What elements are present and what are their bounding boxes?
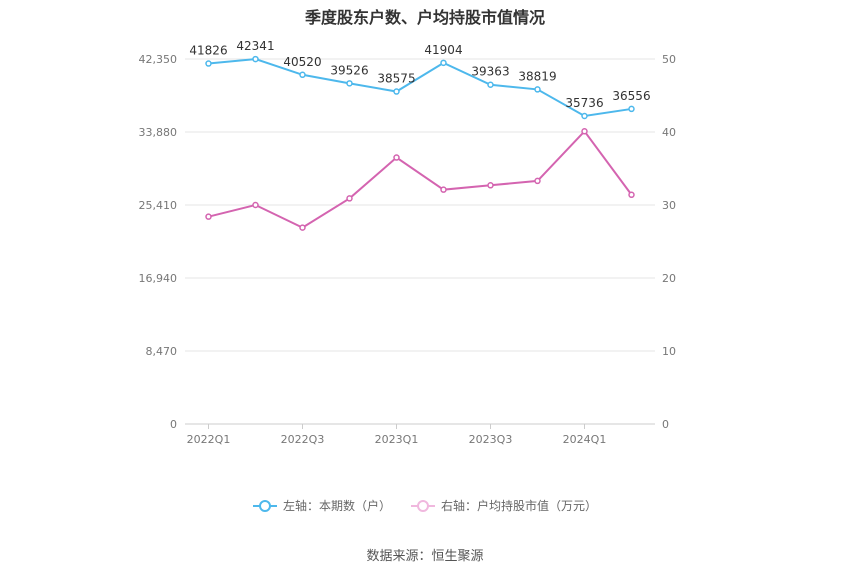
data-label: 39526: [330, 63, 368, 77]
legend-marker-icon: [252, 499, 277, 513]
x-tick-label: 2024Q1: [563, 433, 607, 446]
data-point-left: [346, 80, 353, 87]
y-right-tick-label: 40: [662, 126, 676, 139]
x-tick-label: 2022Q3: [281, 433, 325, 446]
y-right-tick-label: 50: [662, 53, 676, 66]
data-point-left: [628, 105, 635, 113]
y-left-tick-label: 33,880: [139, 126, 178, 139]
data-label: 41904: [424, 43, 462, 57]
series-line-left: [208, 58, 632, 118]
data-point-right: [346, 195, 353, 202]
data-label: 39363: [471, 65, 509, 79]
data-point-right: [534, 177, 541, 185]
y-left-tick-label: 0: [170, 418, 177, 431]
data-point-right: [440, 186, 447, 193]
data-label: 38819: [518, 69, 556, 83]
data-label: 40520: [283, 55, 321, 69]
data-source: 数据来源：恒生聚源: [366, 549, 484, 564]
legend-label: 右轴：户均持股市值（万元）: [441, 499, 598, 513]
data-point-left: [205, 60, 212, 67]
y-left-tick-label: 16,940: [139, 272, 178, 285]
legend-marker-icon: [411, 499, 435, 513]
data-label: 38575: [377, 72, 415, 86]
data-label: 36556: [612, 89, 650, 103]
data-label: 35736: [565, 96, 603, 110]
data-point-right: [628, 191, 635, 199]
legend-label: 左轴：本期数（户）: [282, 499, 391, 513]
data-point-left: [393, 88, 400, 95]
data-point-left: [581, 112, 588, 120]
y-left-tick-label: 42,350: [139, 53, 178, 66]
legend-item-left-series[interactable]: 左轴：本期数（户）: [252, 497, 391, 514]
data-point-right: [393, 154, 400, 161]
series-line-right: [208, 129, 633, 229]
data-point-right: [205, 213, 212, 220]
data-point-left: [299, 71, 306, 79]
data-point-right: [487, 182, 494, 189]
legend-item-right-series[interactable]: 右轴：户均持股市值（万元）: [411, 497, 597, 514]
data-point-left: [534, 86, 541, 93]
y-right-tick-label: 20: [662, 272, 676, 285]
y-right-tick-label: 30: [662, 199, 676, 212]
y-right-tick-label: 10: [662, 345, 676, 358]
data-point-left: [487, 81, 494, 88]
chart-title: 季度股东户数、户均持股市值情况: [304, 8, 545, 27]
x-tick-label: 2023Q1: [375, 433, 419, 446]
data-point-right: [581, 128, 588, 135]
data-point-right: [252, 201, 259, 209]
y-left-tick-label: 25,410: [139, 199, 178, 212]
legend: 左轴：本期数（户） 右轴：户均持股市值（万元）: [0, 497, 850, 514]
x-tick-label: 2022Q1: [187, 433, 231, 446]
x-tick-label: 2023Q3: [469, 433, 513, 446]
data-point-right: [299, 224, 306, 231]
data-label: 42341: [236, 39, 274, 53]
y-right-tick-label: 0: [662, 418, 669, 431]
data-point-left: [440, 59, 447, 67]
data-point-left: [252, 55, 259, 63]
y-left-tick-label: 8,470: [146, 345, 178, 358]
data-label: 41826: [189, 44, 227, 58]
